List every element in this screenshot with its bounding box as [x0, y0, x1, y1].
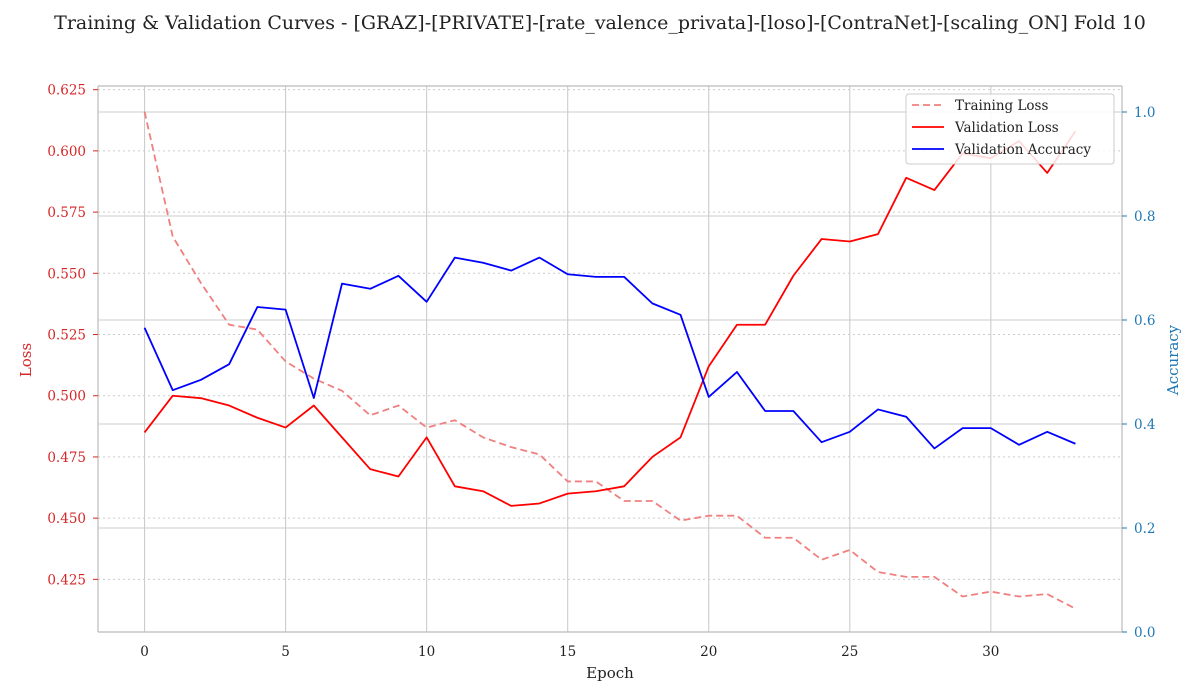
y-left-tick-label: 0.525 [47, 328, 86, 344]
y-right-tick-label: 0.2 [1134, 521, 1155, 537]
y-left-tick-label: 0.475 [47, 450, 86, 466]
y-axis-left-label: Loss [17, 343, 35, 377]
grid-layer [98, 86, 1122, 633]
y-left-tick-label: 0.500 [47, 389, 86, 405]
y-right-tick-label: 1.0 [1134, 105, 1155, 121]
y-left-tick-label: 0.425 [47, 572, 86, 588]
x-axis-label: Epoch [586, 664, 634, 682]
x-tick-label: 5 [281, 644, 290, 660]
x-tick-label: 0 [140, 644, 149, 660]
y-right-tick-label: 0.8 [1134, 209, 1155, 225]
y-right-tick-label: 0.6 [1134, 313, 1155, 329]
y-axis-right-label: Accuracy [1164, 324, 1182, 396]
chart-title: Training & Validation Curves - [GRAZ]-[P… [54, 12, 1146, 34]
y-right-tick-label: 0.4 [1134, 417, 1155, 433]
legend-label: Validation Accuracy [954, 142, 1091, 158]
legend-label: Training Loss [955, 98, 1048, 114]
series-layer [143, 111, 1077, 610]
x-tick-label: 20 [700, 644, 717, 660]
y-left-tick-label: 0.550 [47, 266, 86, 282]
y-left-tick-label: 0.625 [47, 83, 86, 99]
x-tick-label: 30 [982, 644, 999, 660]
y-left-tick-label: 0.450 [47, 511, 86, 527]
legend-entries: Training Loss Validation Loss Validation A… [912, 98, 1091, 158]
legend: Training Loss Validation Loss Validation A… [905, 93, 1115, 165]
x-tick-label: 25 [841, 644, 858, 660]
series-line-training-loss [143, 111, 1076, 610]
axes-layer: 0 5 10 15 20 25 30 0.425 0.450 0.475 0.500 0.525 0.5… [47, 83, 1155, 660]
legend-box [905, 93, 1115, 165]
x-tick-label: 10 [418, 644, 435, 660]
y-left-tick-label: 0.575 [47, 205, 86, 221]
x-tick-label: 15 [559, 644, 576, 660]
series-line-validation-loss [143, 130, 1077, 507]
y-left-tick-label: 0.600 [47, 144, 86, 160]
series-line-validation-accuracy [143, 256, 1076, 450]
y-right-tick-label: 0.0 [1134, 625, 1155, 641]
legend-label: Validation Loss [954, 120, 1059, 136]
